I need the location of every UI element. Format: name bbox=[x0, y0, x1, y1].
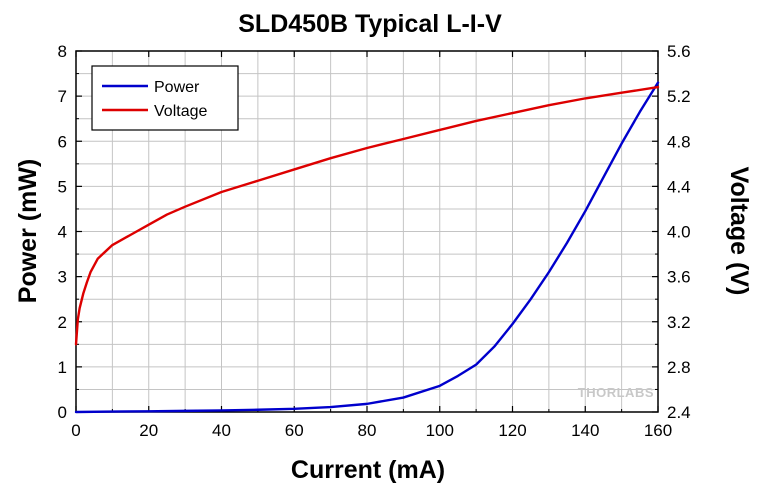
y2-tick-label: 3.2 bbox=[667, 313, 691, 332]
y2-axis-title: Voltage (V) bbox=[725, 167, 753, 296]
x-tick-label: 160 bbox=[644, 421, 672, 440]
y-tick-label: 8 bbox=[58, 42, 67, 61]
y-tick-label: 5 bbox=[58, 177, 67, 196]
y-axis-title: Power (mW) bbox=[14, 159, 42, 303]
y2-tick-label: 5.6 bbox=[667, 42, 691, 61]
chart-title: SLD450B Typical L-I-V bbox=[238, 10, 502, 38]
y-tick-label: 3 bbox=[58, 268, 67, 287]
y-tick-labels: 0 1 2 3 4 5 6 7 8 bbox=[58, 42, 67, 422]
legend-label-power: Power bbox=[154, 79, 200, 96]
legend-box bbox=[91, 65, 239, 131]
y2-tick-label: 5.2 bbox=[667, 87, 691, 106]
series-line-voltage bbox=[74, 85, 660, 346]
y2-tick-label: 4.0 bbox=[667, 223, 691, 242]
x-tick-label: 40 bbox=[212, 421, 231, 440]
series-layer bbox=[74, 81, 660, 414]
y-tick-label: 6 bbox=[58, 132, 67, 151]
x-tick-label: 60 bbox=[285, 421, 304, 440]
x-tick-labels: 0 20 40 60 80 100 120 140 160 bbox=[71, 421, 672, 440]
thorlabs-watermark: THORLABS bbox=[578, 385, 654, 400]
x-tick-label: 80 bbox=[358, 421, 377, 440]
y2-tick-label: 2.4 bbox=[667, 403, 691, 422]
x-tick-label: 120 bbox=[498, 421, 526, 440]
y2-tick-labels: 2.4 2.8 3.2 3.6 4.0 4.4 4.8 5.2 5.6 bbox=[667, 42, 691, 422]
x-tick-label: 100 bbox=[426, 421, 454, 440]
x-tick-label: 140 bbox=[571, 421, 599, 440]
x-axis-title: Current (mA) bbox=[291, 456, 445, 484]
x-tick-label: 20 bbox=[139, 421, 158, 440]
y2-tick-label: 4.4 bbox=[667, 177, 691, 196]
x-tick-label: 0 bbox=[71, 421, 80, 440]
y-tick-label: 7 bbox=[58, 87, 67, 106]
y-tick-label: 4 bbox=[58, 223, 67, 242]
y-tick-label: 1 bbox=[58, 358, 67, 377]
series-line-power bbox=[74, 81, 660, 414]
legend-label-voltage: Voltage bbox=[154, 103, 207, 120]
legend: Power Voltage bbox=[91, 65, 239, 131]
y2-tick-label: 2.8 bbox=[667, 358, 691, 377]
grid bbox=[76, 51, 658, 412]
y-tick-label: 2 bbox=[58, 313, 67, 332]
y2-tick-label: 3.6 bbox=[667, 268, 691, 287]
y2-tick-label: 4.8 bbox=[667, 132, 691, 151]
y-tick-label: 0 bbox=[58, 403, 67, 422]
